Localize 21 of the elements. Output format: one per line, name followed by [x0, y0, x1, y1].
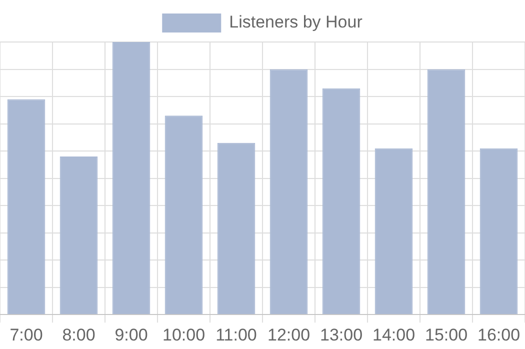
legend-label: Listeners by Hour — [229, 12, 363, 32]
bar — [7, 99, 46, 314]
bar — [270, 69, 308, 314]
x-tick-label: 15:00 — [424, 325, 468, 344]
x-tick-label: 7:00 — [10, 325, 43, 344]
bar — [112, 42, 150, 314]
bar — [322, 88, 360, 314]
x-tick-label: 11:00 — [216, 325, 257, 344]
x-tick-label: 14:00 — [372, 325, 416, 344]
x-tick-label: 10:00 — [162, 325, 206, 344]
bar — [427, 69, 466, 314]
bar — [374, 148, 413, 314]
x-tick-label: 12:00 — [267, 325, 310, 344]
bar — [480, 148, 518, 314]
bar — [217, 142, 256, 314]
x-tick-label: 16:00 — [477, 325, 520, 344]
x-tick-label: 8:00 — [62, 325, 96, 344]
x-tick-label: 13:00 — [320, 325, 363, 344]
bar — [60, 156, 98, 314]
bar — [164, 116, 203, 314]
x-tick-label: 9:00 — [114, 325, 148, 344]
